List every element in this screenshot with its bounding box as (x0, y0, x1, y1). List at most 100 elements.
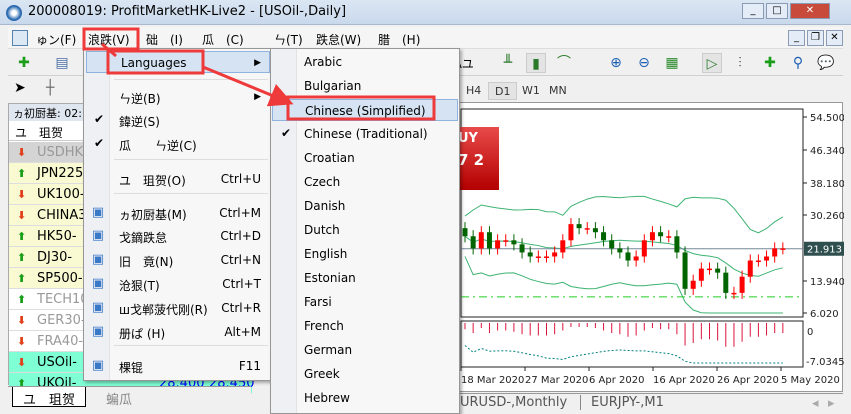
crosshair-icon[interactable]: ┼ (46, 80, 55, 96)
date-tick-label: 5 May 2020 (781, 375, 840, 386)
menu-item[interactable]: ▣ 沧狠(T) Ctrl+T (85, 273, 269, 295)
cursor-icon[interactable]: ➤ (14, 80, 26, 96)
language-item[interactable]: Croatian (272, 147, 458, 169)
menu-item[interactable]: ▣ 册ぱ (H) Alt+M (85, 321, 269, 343)
menu-view[interactable]: 浪跌(V) (88, 33, 130, 47)
menu-separator (114, 193, 268, 194)
candlestick-icon[interactable]: ▮ (526, 53, 546, 73)
arrow-down-icon: ⬇ (17, 335, 27, 348)
menu-file[interactable]: ゅン(F) (36, 33, 77, 47)
language-item[interactable]: German (272, 339, 458, 361)
menu-item[interactable]: ✔ 瓜 ㄣ逆(C) (85, 133, 269, 155)
menu-insert[interactable]: 础 (I) (146, 33, 183, 47)
menu-item[interactable]: ▣ ヵ初厨基(M) Ctrl+M (85, 202, 269, 224)
tile-windows-icon[interactable]: ▦ (665, 55, 679, 71)
menu-item[interactable]: ▣ 旧 竟(N) Ctrl+N (85, 249, 269, 271)
language-item[interactable]: Hebrew (272, 387, 458, 409)
terminal-icon: ▣ (91, 276, 105, 291)
tab-eurusd-monthly[interactable]: URUSD-,Monthly (460, 395, 568, 410)
language-item[interactable]: French (272, 315, 458, 337)
language-label: Chinese (Simplified) (305, 104, 426, 118)
language-item[interactable]: ✔ Chinese (Traditional) (272, 123, 458, 145)
child-close-button[interactable]: ✕ (826, 30, 843, 46)
menu-item-languages[interactable]: Languages ▶ (86, 51, 270, 73)
candle-body (478, 232, 484, 249)
menu-tools[interactable]: ㄣ(T) (274, 33, 303, 47)
language-item[interactable]: Bulgarian (272, 75, 458, 97)
market-watch-tabs: ユ 珇贺 蝙瓜 (8, 386, 251, 408)
timeframe-w1[interactable]: W1 (522, 84, 540, 97)
language-label: Arabic (304, 55, 343, 69)
symbol-name: GER30- (37, 313, 86, 328)
maximize-button[interactable]: □ (766, 3, 788, 19)
language-item[interactable]: Estonian (272, 267, 458, 289)
language-item[interactable]: Greek (272, 363, 458, 385)
menu-charts[interactable]: 瓜 (C) (202, 33, 244, 47)
candle-body (666, 236, 672, 238)
price-tick-label: 46.340 (810, 146, 844, 157)
arrow-up-icon: ⬆ (17, 377, 27, 390)
tab-symbols[interactable]: ユ 珇贺 (12, 387, 87, 408)
timeframe-d1[interactable]: D1 (488, 82, 518, 100)
menu-item-label: ш戈郸菠代刚(R) (119, 303, 208, 317)
line-chart-icon[interactable]: ⌒ (557, 55, 571, 71)
candle-body (544, 256, 549, 258)
menu-item-shortcut: Ctrl+N (220, 253, 261, 267)
language-item[interactable]: Arabic (272, 51, 458, 73)
arrow-up-icon: ⬆ (17, 230, 27, 243)
tab-tick-chart[interactable]: 蝙瓜 (106, 393, 133, 408)
scroll-right-icon[interactable]: ▸ (828, 396, 835, 411)
crosshair-icon: ▣ (91, 228, 105, 243)
candle-body (462, 228, 468, 237)
menu-help[interactable]: 腊 (H) (378, 33, 421, 47)
autoscroll-icon[interactable]: ▷ (702, 53, 722, 73)
menu-window[interactable]: 跌怠(W) (316, 33, 362, 47)
menu-item-shortcut: Ctrl+R (221, 301, 261, 315)
symbol-name: DJ30- (37, 250, 73, 265)
language-item[interactable]: Czech (272, 171, 458, 193)
language-item[interactable]: Chinese (Simplified) (272, 99, 458, 121)
menu-item[interactable]: ▣ ш戈郸菠代刚(R) Ctrl+R (85, 297, 269, 319)
child-restore-button[interactable]: ❐ (807, 30, 824, 46)
menu-item[interactable]: ▣ 戈鏑跌怠 Ctrl+D (85, 225, 269, 247)
menu-item[interactable]: ▣ 棵锟 F11 (85, 355, 269, 377)
new-order-icon[interactable]: ✚ (764, 55, 776, 71)
bar-chart-icon[interactable]: ╨ (503, 55, 513, 71)
main-pane-frame (460, 108, 804, 318)
candle-body (715, 268, 721, 273)
menu-item[interactable]: ✔ 鍏逆(S) (85, 109, 269, 131)
language-item[interactable]: Dutch (272, 219, 458, 241)
chart-shift-icon[interactable]: ⫶ (738, 55, 742, 71)
chart-window[interactable]: 54.500 46.340 38.180 30.260 13.940 6.020 21.91… (452, 102, 845, 393)
check-icon: ✔ (94, 112, 105, 126)
candle-body (707, 268, 712, 271)
menu-item[interactable]: ㄣ逆(B) ▶ (85, 86, 269, 108)
candle-body (674, 236, 680, 253)
price-chart[interactable]: 54.500 46.340 38.180 30.260 13.940 6.020 21.91… (453, 103, 845, 393)
zoom-out-icon[interactable]: ⊖ (638, 55, 650, 71)
minimize-button[interactable]: _ (742, 3, 764, 19)
timeframe-h4[interactable]: H4 (466, 84, 482, 97)
search-icon[interactable]: ⚲ (792, 55, 804, 71)
menu-item[interactable]: ユ 珇贺(O) Ctrl+U (85, 168, 269, 190)
price-tick-label: 6.020 (810, 309, 839, 320)
tab-eurjpy-m1[interactable]: EURJPY-,M1 (580, 395, 664, 410)
scroll-left-icon[interactable]: ◂ (812, 396, 819, 411)
close-button[interactable]: ✕ (790, 3, 830, 19)
new-chart-icon[interactable]: ✚ (18, 55, 30, 71)
buy-panel[interactable]: UY 7 2 (454, 127, 499, 190)
candle-body (755, 260, 761, 263)
child-minimize-button[interactable]: _ (788, 30, 805, 46)
candle-body (552, 252, 558, 257)
language-label: Dutch (304, 223, 340, 237)
language-item[interactable]: Farsi (272, 291, 458, 313)
chat-icon[interactable]: 💬 (817, 55, 835, 71)
arrow-down-icon: ⬇ (17, 356, 27, 369)
language-item[interactable]: Danish (272, 195, 458, 217)
candle-body (503, 240, 509, 242)
candle-body (633, 256, 639, 261)
timeframe-mn[interactable]: MN (549, 84, 567, 97)
language-item[interactable]: English (272, 243, 458, 265)
profiles-icon[interactable]: ▤ (55, 55, 69, 71)
zoom-in-icon[interactable]: ⊕ (610, 55, 622, 71)
